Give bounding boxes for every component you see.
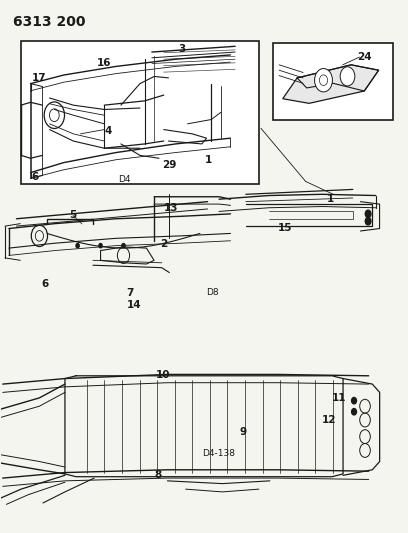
Text: 14: 14 bbox=[127, 300, 142, 310]
Bar bbox=[273, 43, 393, 120]
Circle shape bbox=[315, 69, 333, 92]
Text: 12: 12 bbox=[322, 415, 337, 425]
Text: D4-138: D4-138 bbox=[202, 449, 235, 458]
Text: 13: 13 bbox=[164, 203, 178, 213]
Circle shape bbox=[340, 67, 355, 86]
Text: 5: 5 bbox=[69, 211, 77, 221]
Text: D8: D8 bbox=[206, 287, 218, 296]
Circle shape bbox=[352, 398, 357, 404]
Text: 29: 29 bbox=[162, 160, 177, 171]
Text: 6: 6 bbox=[42, 279, 49, 288]
Circle shape bbox=[122, 244, 125, 248]
Bar bbox=[21, 41, 259, 184]
Circle shape bbox=[365, 217, 371, 225]
Text: 1: 1 bbox=[204, 155, 212, 165]
Text: 16: 16 bbox=[97, 59, 112, 68]
Circle shape bbox=[352, 409, 357, 415]
Text: 9: 9 bbox=[239, 427, 246, 438]
Text: 4: 4 bbox=[105, 126, 112, 136]
Text: 7: 7 bbox=[126, 288, 134, 298]
Circle shape bbox=[365, 210, 371, 217]
Text: 2: 2 bbox=[160, 239, 167, 249]
Circle shape bbox=[76, 244, 79, 248]
Text: 1: 1 bbox=[326, 194, 334, 204]
Text: 11: 11 bbox=[332, 393, 346, 403]
Text: 6313 200: 6313 200 bbox=[13, 14, 85, 29]
Circle shape bbox=[99, 244, 102, 248]
Text: 10: 10 bbox=[156, 370, 171, 380]
Text: 3: 3 bbox=[178, 44, 185, 53]
Text: 17: 17 bbox=[32, 73, 47, 83]
Text: D4: D4 bbox=[118, 175, 131, 184]
Text: 8: 8 bbox=[155, 470, 162, 480]
Text: 24: 24 bbox=[357, 52, 372, 61]
Text: 6: 6 bbox=[32, 172, 39, 182]
Text: 15: 15 bbox=[278, 223, 293, 233]
Polygon shape bbox=[283, 65, 379, 103]
